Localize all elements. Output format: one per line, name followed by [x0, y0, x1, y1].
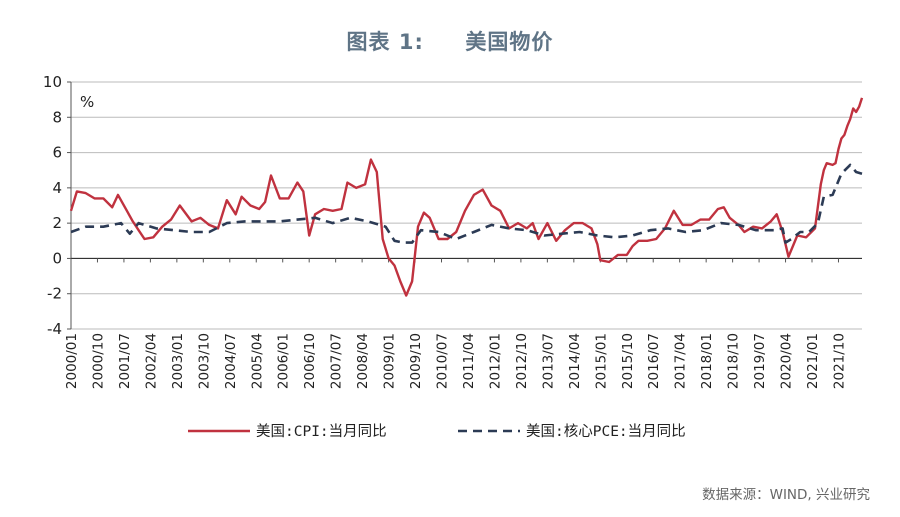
- x-tick-label: 2011/04: [461, 333, 477, 389]
- x-tick-label: 2013/07: [540, 333, 556, 389]
- y-tick-label: 6: [52, 144, 62, 162]
- series-line-cpi: [69, 97, 864, 297]
- y-tick-label: 2: [52, 214, 62, 232]
- x-tick-label: 2021/10: [831, 333, 847, 389]
- y-tick-label: 0: [52, 249, 62, 267]
- y-axis-ticks: 10 8 6 4 2 0 -2 -4: [43, 73, 71, 338]
- y-tick-label: 4: [52, 179, 62, 197]
- x-tick-label: 2010/07: [435, 333, 451, 389]
- x-tick-label: 2001/07: [117, 333, 133, 389]
- x-tick-label: 2012/01: [487, 333, 503, 389]
- series-line-pce: [70, 163, 863, 244]
- x-tick-label: 2003/01: [170, 333, 186, 389]
- legend-label-cpi: 美国:CPI:当月同比: [256, 423, 387, 440]
- legend-label-pce: 美国:核心PCE:当月同比: [526, 423, 686, 440]
- y-tick-label: 10: [43, 73, 62, 91]
- axes: [70, 82, 862, 329]
- x-tick-label: 2018/01: [699, 333, 715, 389]
- series-lines: [69, 97, 864, 297]
- x-tick-label: 2014/04: [567, 333, 583, 389]
- x-tick-label: 2003/10: [196, 333, 212, 389]
- y-tick-label: -2: [47, 285, 62, 303]
- unit-label: %: [80, 93, 94, 111]
- x-tick-label: 2000/01: [64, 333, 80, 389]
- x-tick-label: 2015/10: [620, 333, 636, 389]
- x-tick-label: 2002/04: [143, 333, 159, 389]
- x-tick-label: 2004/07: [223, 333, 239, 389]
- x-tick-label: 2021/01: [805, 333, 821, 389]
- x-tick-label: 2009/01: [382, 333, 398, 389]
- y-tick-label: 8: [52, 108, 62, 126]
- x-tick-label: 2006/01: [276, 333, 292, 389]
- gridlines: [71, 81, 862, 330]
- legend: 美国:CPI:当月同比 美国:核心PCE:当月同比: [188, 423, 686, 440]
- x-tick-label: 2012/10: [514, 333, 530, 389]
- x-tick-label: 2009/10: [408, 333, 424, 389]
- y-tick-label: -4: [47, 320, 62, 338]
- x-tick-label: 2005/04: [249, 333, 265, 389]
- x-tick-label: 2000/10: [90, 333, 106, 389]
- x-axis-ticks: 2000/01 2000/10 2001/07 2002/04 2003/01 2003/…: [64, 258, 847, 389]
- x-tick-label: 2018/10: [726, 333, 742, 389]
- x-tick-label: 2019/07: [752, 333, 768, 389]
- x-tick-label: 2016/07: [646, 333, 662, 389]
- x-tick-label: 2008/04: [355, 333, 371, 389]
- x-tick-label: 2017/04: [673, 333, 689, 389]
- x-tick-label: 2006/10: [302, 333, 318, 389]
- x-tick-label: 2007/07: [329, 333, 345, 389]
- chart-title: 图表 1: 美国物价: [346, 30, 554, 54]
- x-tick-label: 2015/01: [593, 333, 609, 389]
- x-tick-label: 2020/04: [779, 333, 795, 389]
- source-note: 数据来源：WIND, 兴业研究: [702, 487, 870, 503]
